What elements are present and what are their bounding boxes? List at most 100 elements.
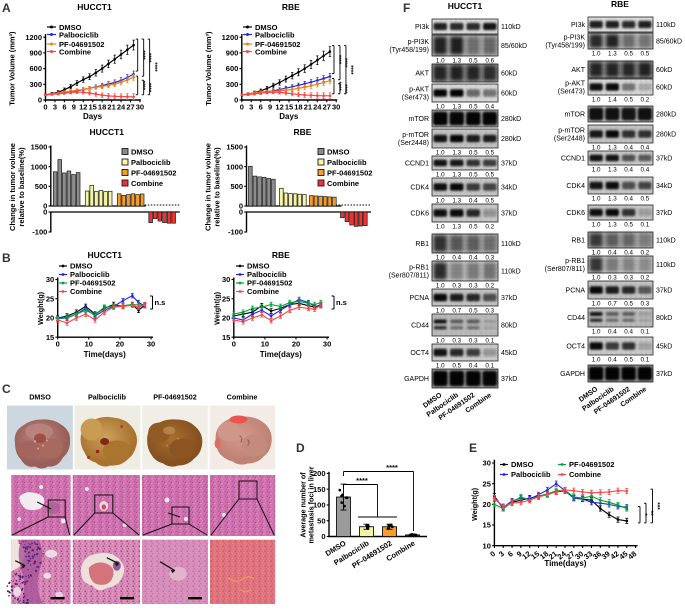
svg-text:Palbociclib: Palbociclib (327, 158, 367, 167)
svg-text:RBE: RBE (294, 127, 312, 137)
svg-text:(Ser807/811): (Ser807/811) (545, 266, 585, 273)
svg-text:1.0: 1.0 (436, 57, 445, 64)
svg-text:110kD: 110kD (501, 241, 521, 248)
svg-text:6: 6 (506, 549, 515, 559)
svg-text:Palbociclib: Palbociclib (70, 270, 110, 279)
svg-text:Palbociclib: Palbociclib (247, 270, 287, 279)
svg-text:0.5: 0.5 (641, 50, 650, 57)
svg-text:0.5: 0.5 (624, 300, 633, 307)
svg-text:25: 25 (222, 294, 230, 303)
svg-text:0.4: 0.4 (608, 356, 617, 363)
svg-text:1.0: 1.0 (592, 356, 601, 363)
svg-text:150: 150 (313, 485, 326, 494)
svg-text:1.0: 1.0 (436, 362, 445, 369)
svg-text:1.0: 1.0 (436, 149, 445, 156)
svg-text:HUCCT1: HUCCT1 (90, 127, 125, 137)
svg-text:0.1: 0.1 (641, 328, 650, 335)
svg-text:60kD: 60kD (501, 91, 517, 98)
svg-text:PF-04691502: PF-04691502 (131, 169, 176, 178)
svg-text:34kD: 34kD (656, 183, 672, 190)
svg-text:1.0: 1.0 (436, 337, 445, 344)
svg-text:Combine: Combine (70, 287, 102, 296)
svg-text:0.3: 0.3 (469, 282, 478, 289)
svg-text:1.0: 1.0 (592, 96, 601, 103)
svg-text:****: **** (347, 65, 353, 75)
svg-text:0.5: 0.5 (452, 362, 461, 369)
svg-text:1.3: 1.3 (608, 144, 617, 151)
svg-text:0.1: 0.1 (485, 337, 494, 344)
svg-text:0: 0 (43, 103, 47, 112)
svg-text:37kD: 37kD (501, 161, 517, 168)
svg-text:15: 15 (483, 521, 491, 530)
svg-text:500: 500 (35, 182, 48, 191)
svg-text:0: 0 (56, 340, 60, 349)
svg-text:CCND1: CCND1 (405, 161, 429, 168)
svg-text:0.3: 0.3 (452, 337, 461, 344)
svg-text:p-AKT: p-AKT (565, 80, 586, 87)
svg-text:0.3: 0.3 (624, 274, 633, 281)
svg-text:E: E (469, 441, 477, 455)
svg-text:F: F (403, 1, 410, 15)
svg-text:20: 20 (46, 314, 54, 323)
svg-text:18: 18 (294, 103, 302, 112)
svg-text:110kD: 110kD (656, 238, 676, 245)
svg-text:0.4: 0.4 (624, 328, 633, 335)
svg-text:25: 25 (46, 294, 54, 303)
svg-text:15: 15 (222, 333, 230, 342)
svg-text:RBE: RBE (611, 0, 629, 9)
svg-text:mTOR: mTOR (565, 112, 585, 119)
svg-text:PI3k: PI3k (571, 22, 586, 29)
svg-text:37kD: 37kD (656, 210, 672, 217)
svg-text:110kD: 110kD (501, 269, 521, 276)
svg-text:-100: -100 (228, 228, 243, 237)
svg-text:relative to baseline(%): relative to baseline(%) (213, 147, 222, 227)
svg-text:0.5: 0.5 (624, 221, 633, 228)
svg-text:1.3: 1.3 (608, 195, 617, 202)
svg-text:Weight(g): Weight(g) (36, 291, 45, 325)
svg-text:10: 10 (85, 340, 93, 349)
svg-text:1.3: 1.3 (452, 103, 461, 110)
svg-text:0.2: 0.2 (485, 282, 494, 289)
svg-text:0.4: 0.4 (469, 197, 478, 204)
svg-text:Change in tumor volume: Change in tumor volume (204, 143, 213, 231)
svg-text:Time(days): Time(days) (260, 350, 302, 359)
svg-text:(Ser2448): (Ser2448) (554, 136, 585, 143)
svg-text:Average number of: Average number of (298, 472, 307, 538)
svg-text:1.0: 1.0 (436, 197, 445, 204)
svg-text:****: **** (341, 58, 347, 68)
svg-text:Weight(g): Weight(g) (212, 291, 221, 325)
svg-text:0.1: 0.1 (641, 221, 650, 228)
svg-text:1.0: 1.0 (592, 249, 601, 256)
svg-text:1.0: 1.0 (592, 144, 601, 151)
svg-text:1.3: 1.3 (608, 221, 617, 228)
svg-text:DMSO: DMSO (59, 23, 82, 32)
svg-text:15: 15 (285, 103, 293, 112)
svg-text:PF-04691502: PF-04691502 (327, 169, 372, 178)
svg-text:1.0: 1.0 (592, 166, 601, 173)
svg-text:1.0: 1.0 (592, 195, 601, 202)
svg-text:A: A (2, 1, 11, 15)
svg-text:****: **** (139, 81, 145, 91)
svg-text:0.4: 0.4 (641, 166, 650, 173)
svg-text:0.4: 0.4 (469, 362, 478, 369)
svg-text:1.0: 1.0 (592, 221, 601, 228)
svg-text:9: 9 (515, 549, 524, 559)
svg-text:CD44: CD44 (411, 323, 429, 330)
svg-text:CDK6: CDK6 (566, 210, 585, 217)
svg-text:RBE: RBE (282, 2, 300, 12)
svg-text:PF-04691502: PF-04691502 (255, 40, 300, 49)
svg-text:Palbociclib: Palbociclib (511, 470, 551, 479)
svg-text:1.3: 1.3 (608, 50, 617, 57)
svg-text:PF-04691502: PF-04691502 (153, 393, 197, 402)
svg-text:****: **** (145, 53, 151, 63)
svg-text:600: 600 (226, 64, 239, 73)
svg-text:0.3: 0.3 (608, 274, 617, 281)
svg-text:PI3k: PI3k (415, 24, 430, 31)
svg-text:****: **** (356, 476, 368, 485)
svg-text:12: 12 (275, 103, 283, 112)
svg-text:CDK4: CDK4 (566, 183, 585, 190)
svg-text:45kD: 45kD (656, 344, 672, 351)
svg-text:21: 21 (107, 103, 115, 112)
svg-text:21: 21 (304, 103, 312, 112)
svg-text:1.4: 1.4 (608, 96, 617, 103)
